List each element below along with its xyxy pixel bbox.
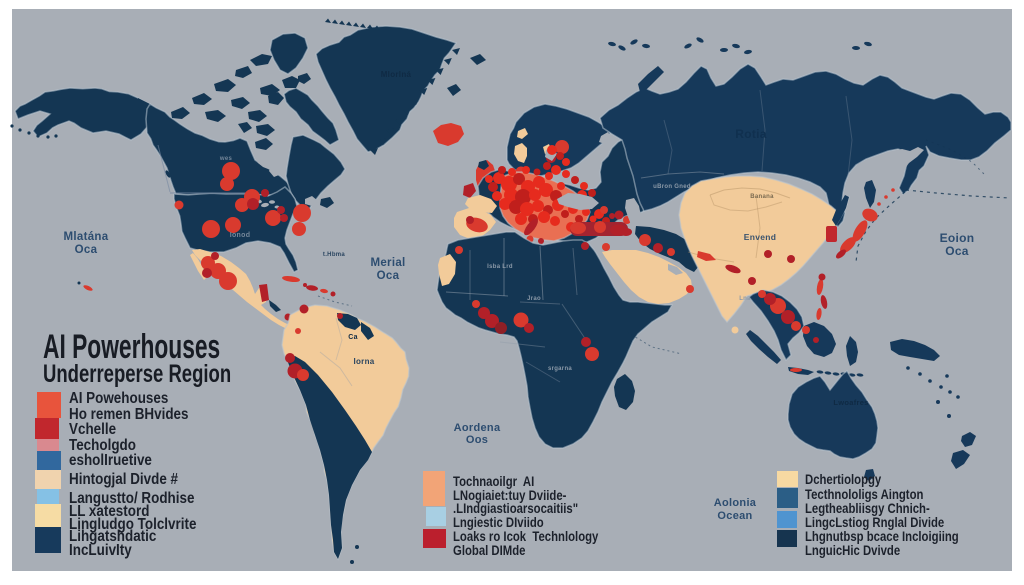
svg-text:Oca: Oca <box>377 270 400 282</box>
svg-text:t.Hbma: t.Hbma <box>323 252 345 258</box>
svg-text:Mlatána: Mlatána <box>64 231 109 243</box>
svg-text:Eoion: Eoion <box>940 231 975 245</box>
svg-text:Ocean: Ocean <box>717 510 752 522</box>
svg-text:uBron Gned: uBron Gned <box>653 184 691 190</box>
svg-text:wes: wes <box>219 156 233 162</box>
svg-text:Ionod: Ionod <box>230 232 251 239</box>
svg-text:Lna: Lna <box>739 296 751 302</box>
svg-text:Oos: Oos <box>466 434 488 446</box>
svg-text:Oca: Oca <box>945 244 969 258</box>
svg-text:Jrao: Jrao <box>527 296 541 302</box>
svg-text:Merial: Merial <box>370 257 405 269</box>
svg-text:Mlorlná: Mlorlná <box>381 70 412 79</box>
svg-text:Aordena: Aordena <box>454 422 501 434</box>
svg-text:Banana: Banana <box>750 194 774 200</box>
svg-text:Iorna: Iorna <box>353 357 374 366</box>
svg-text:srgarna: srgarna <box>548 366 572 372</box>
svg-text:Rotia: Rotia <box>735 127 767 141</box>
svg-text:Isba Lrd: Isba Lrd <box>487 264 513 270</box>
svg-text:Lwoafres: Lwoafres <box>833 398 868 407</box>
svg-text:Oca: Oca <box>75 244 98 256</box>
svg-text:Ca: Ca <box>348 334 358 341</box>
svg-text:Aolonia: Aolonia <box>714 497 757 509</box>
svg-text:Envend: Envend <box>744 232 777 242</box>
